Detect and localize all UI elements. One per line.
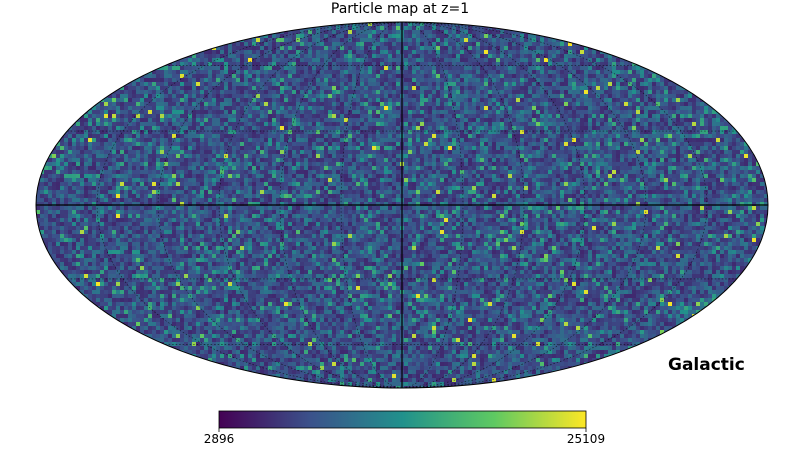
colorbar-gradient bbox=[218, 410, 587, 429]
map-title: Particle map at z=1 bbox=[330, 1, 470, 17]
colorbar-min-label: 2896 bbox=[203, 432, 235, 446]
colorbar-max-label: 25109 bbox=[566, 432, 606, 446]
map-boundary bbox=[35, 21, 769, 389]
coordinate-system-label: Galactic bbox=[668, 355, 745, 375]
particle-density-pixels bbox=[36, 22, 768, 388]
sky-map bbox=[35, 21, 769, 389]
